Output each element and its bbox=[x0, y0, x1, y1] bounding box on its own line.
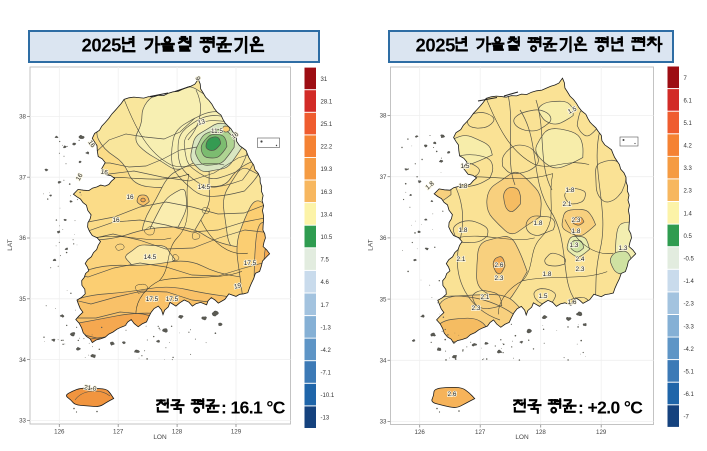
svg-text:2025: 2025 bbox=[416, 35, 456, 56]
svg-text:3.3: 3.3 bbox=[684, 166, 693, 172]
svg-text:-1.4: -1.4 bbox=[684, 279, 695, 285]
svg-text:11.5: 11.5 bbox=[211, 128, 223, 135]
svg-text:-3.3: -3.3 bbox=[684, 324, 695, 330]
svg-text:1.8: 1.8 bbox=[459, 227, 468, 234]
svg-text:13: 13 bbox=[197, 118, 206, 127]
svg-text:2.3: 2.3 bbox=[576, 266, 585, 273]
svg-text:-2.3: -2.3 bbox=[684, 302, 695, 308]
svg-text:2.6: 2.6 bbox=[448, 391, 457, 398]
svg-text:1.5: 1.5 bbox=[567, 105, 578, 115]
svg-text:2.3: 2.3 bbox=[684, 189, 693, 195]
svg-text:2.3: 2.3 bbox=[572, 217, 581, 224]
svg-text:2.1: 2.1 bbox=[481, 294, 490, 301]
svg-text:34: 34 bbox=[19, 357, 26, 364]
svg-text:2.3: 2.3 bbox=[495, 275, 504, 282]
svg-text:2.1: 2.1 bbox=[457, 256, 466, 263]
svg-text:-5.1: -5.1 bbox=[684, 369, 695, 375]
svg-text:36: 36 bbox=[380, 235, 387, 242]
svg-text:35: 35 bbox=[380, 296, 387, 303]
svg-text:129: 129 bbox=[596, 429, 607, 436]
svg-text:-7.1: -7.1 bbox=[321, 371, 332, 377]
svg-text:LON: LON bbox=[153, 434, 167, 441]
svg-text:19.3: 19.3 bbox=[321, 167, 333, 173]
svg-text:16: 16 bbox=[112, 217, 120, 224]
svg-text:36: 36 bbox=[19, 235, 26, 242]
svg-text:6.1: 6.1 bbox=[684, 98, 693, 104]
svg-text:-1.3: -1.3 bbox=[321, 325, 332, 331]
svg-text:2.1: 2.1 bbox=[563, 201, 572, 208]
svg-text:2.3: 2.3 bbox=[472, 305, 481, 312]
svg-text:LAT: LAT bbox=[368, 239, 375, 250]
svg-text:1.8: 1.8 bbox=[459, 183, 468, 190]
svg-text:126: 126 bbox=[54, 429, 65, 436]
svg-text:13.4: 13.4 bbox=[321, 212, 333, 218]
svg-text:1.8: 1.8 bbox=[566, 187, 575, 194]
svg-text:1.3: 1.3 bbox=[619, 245, 628, 252]
svg-text:2025: 2025 bbox=[82, 35, 122, 56]
svg-text:14.5: 14.5 bbox=[198, 184, 211, 191]
svg-text:25.1: 25.1 bbox=[321, 122, 333, 128]
svg-text:128: 128 bbox=[536, 429, 547, 436]
svg-text:-6.1: -6.1 bbox=[684, 392, 695, 398]
svg-text:1.4: 1.4 bbox=[684, 211, 693, 217]
svg-text:-10.1: -10.1 bbox=[321, 393, 335, 399]
svg-text:2.4: 2.4 bbox=[576, 256, 585, 263]
svg-text:1.3: 1.3 bbox=[570, 242, 579, 249]
svg-text:1.8: 1.8 bbox=[543, 271, 552, 278]
svg-text:4.2: 4.2 bbox=[684, 144, 693, 150]
svg-text:: +2.0 °C: : +2.0 °C bbox=[578, 398, 643, 418]
svg-text:129: 129 bbox=[231, 429, 242, 436]
svg-text:9: 9 bbox=[194, 76, 202, 82]
svg-text:10.5: 10.5 bbox=[321, 235, 333, 241]
svg-text:-4.2: -4.2 bbox=[684, 347, 695, 353]
svg-text:37: 37 bbox=[380, 174, 387, 181]
svg-text:17.5: 17.5 bbox=[244, 260, 257, 267]
svg-text:16: 16 bbox=[86, 139, 96, 149]
svg-text:: 16.1 °C: : 16.1 °C bbox=[221, 398, 286, 418]
svg-text:-13: -13 bbox=[321, 416, 330, 422]
svg-text:16: 16 bbox=[75, 172, 85, 182]
svg-text:33: 33 bbox=[19, 418, 26, 425]
svg-text:28.1: 28.1 bbox=[321, 100, 333, 106]
svg-text:LAT: LAT bbox=[7, 239, 14, 250]
svg-text:5.1: 5.1 bbox=[684, 121, 693, 127]
svg-text:-7: -7 bbox=[684, 415, 690, 421]
svg-text:128: 128 bbox=[172, 429, 183, 436]
svg-text:0.5: 0.5 bbox=[684, 234, 693, 240]
svg-text:LON: LON bbox=[515, 434, 529, 441]
svg-text:22.2: 22.2 bbox=[321, 145, 333, 151]
svg-text:16: 16 bbox=[230, 131, 240, 141]
svg-text:17.5: 17.5 bbox=[166, 296, 179, 303]
svg-text:34: 34 bbox=[380, 358, 387, 365]
svg-text:14.5: 14.5 bbox=[144, 254, 157, 261]
svg-text:31: 31 bbox=[321, 77, 328, 83]
svg-text:7: 7 bbox=[684, 76, 688, 82]
svg-text:1.5: 1.5 bbox=[461, 163, 470, 170]
svg-text:1.6: 1.6 bbox=[568, 299, 577, 306]
svg-text:16: 16 bbox=[126, 194, 134, 201]
svg-text:126: 126 bbox=[415, 429, 426, 436]
svg-text:2.6: 2.6 bbox=[495, 262, 504, 269]
svg-text:19: 19 bbox=[233, 282, 242, 290]
svg-text:35: 35 bbox=[19, 296, 26, 303]
svg-text:16.3: 16.3 bbox=[321, 190, 333, 196]
svg-text:-0.5: -0.5 bbox=[684, 257, 695, 263]
svg-text:16: 16 bbox=[100, 168, 109, 176]
svg-text:17.5: 17.5 bbox=[146, 296, 159, 303]
svg-text:127: 127 bbox=[113, 429, 124, 436]
svg-text:4.6: 4.6 bbox=[321, 280, 330, 286]
svg-text:7.5: 7.5 bbox=[321, 258, 330, 264]
svg-text:1.8: 1.8 bbox=[572, 228, 581, 235]
svg-text:127: 127 bbox=[475, 429, 486, 436]
svg-text:33: 33 bbox=[380, 419, 387, 426]
svg-text:21.0: 21.0 bbox=[84, 384, 98, 393]
svg-text:-4.2: -4.2 bbox=[321, 348, 332, 354]
svg-text:1.7: 1.7 bbox=[321, 303, 330, 309]
svg-text:1.8: 1.8 bbox=[424, 180, 436, 191]
svg-text:1.8: 1.8 bbox=[534, 220, 543, 227]
svg-text:38: 38 bbox=[380, 113, 387, 120]
svg-text:1.5: 1.5 bbox=[539, 293, 548, 300]
svg-text:38: 38 bbox=[19, 114, 26, 121]
svg-text:37: 37 bbox=[19, 174, 26, 181]
